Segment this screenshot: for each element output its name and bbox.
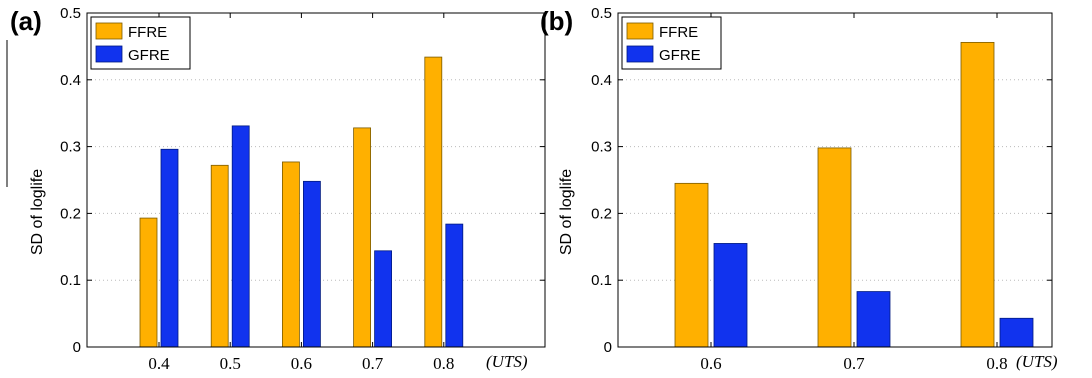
panel-b-plot-frame [617, 12, 1053, 348]
bar-gfre-0.4 [160, 148, 179, 348]
bar-gfre-0.8 [445, 223, 464, 348]
panel-b-label: (b) [540, 6, 573, 36]
y-tick-label: 0.5 [591, 5, 612, 22]
bar-ffre-0.7 [817, 147, 852, 348]
legend-label-gfre: GFRE [128, 47, 170, 64]
panel-b-x-axis-unit: (UTS) [1016, 352, 1058, 371]
y-tick-label: 0.2 [591, 205, 612, 222]
y-tick-label: 0 [73, 339, 81, 356]
x-tick-label: 0.6 [291, 354, 312, 373]
y-tick-label: 0.3 [591, 139, 612, 156]
y-tick-label: 0.5 [60, 5, 81, 22]
panel-b-y-axis-label: SD of loglife [558, 169, 575, 255]
panel-a-legend: FFRE GFRE [90, 16, 191, 70]
x-tick-label: 0.8 [433, 354, 454, 373]
legend-label-ffre: FFRE [659, 24, 698, 41]
bar-gfre-0.7 [374, 250, 393, 348]
bar-ffre-0.4 [139, 217, 158, 348]
bar-gfre-0.7 [856, 291, 891, 348]
panel-b-legend: FFRE GFRE [621, 16, 722, 70]
y-tick-label: 0 [604, 339, 612, 356]
legend-swatch-gfre [626, 45, 654, 63]
x-tick-label: 0.4 [148, 354, 170, 373]
x-tick-label: 0.6 [700, 354, 721, 373]
y-tick-label: 0.1 [60, 272, 81, 289]
panel-a-label: (a) [10, 6, 42, 36]
bar-ffre-0.5 [210, 164, 229, 348]
y-tick-label: 0.1 [591, 272, 612, 289]
bar-gfre-0.6 [302, 180, 321, 348]
panel-a-plot-frame [86, 12, 546, 348]
bar-ffre-0.7 [353, 127, 372, 348]
x-tick-label: 0.7 [362, 354, 384, 373]
legend-label-gfre: GFRE [659, 47, 701, 64]
y-tick-label: 0.3 [60, 139, 81, 156]
bar-ffre-0.8 [960, 41, 995, 348]
legend-swatch-ffre [626, 22, 654, 40]
bar-gfre-0.5 [231, 125, 250, 348]
bar-ffre-0.6 [281, 161, 300, 348]
y-tick-label: 0.2 [60, 205, 81, 222]
x-tick-label: 0.7 [843, 354, 865, 373]
bar-gfre-0.8 [999, 317, 1034, 348]
panel-a-chart: (a) SD of loglife 0 0.1 0.2 0.3 0.4 0.5 0.4 0.… [10, 5, 546, 373]
panel-a-x-axis-unit: (UTS) [486, 352, 528, 371]
x-tick-label: 0.5 [220, 354, 241, 373]
x-tick-label: 0.8 [986, 354, 1007, 373]
panel-a-y-axis-label: SD of loglife [29, 169, 46, 255]
bar-ffre-0.6 [674, 182, 709, 348]
panel-b-chart: (b) SD of loglife 0 0.1 0.2 0.3 0.4 0.5 0.6 0.… [540, 5, 1058, 373]
bar-gfre-0.6 [713, 243, 748, 348]
y-tick-label: 0.4 [591, 72, 612, 89]
legend-label-ffre: FFRE [128, 24, 167, 41]
legend-swatch-ffre [95, 22, 123, 40]
bar-ffre-0.8 [424, 56, 443, 348]
legend-swatch-gfre [95, 45, 123, 63]
y-tick-label: 0.4 [60, 72, 81, 89]
